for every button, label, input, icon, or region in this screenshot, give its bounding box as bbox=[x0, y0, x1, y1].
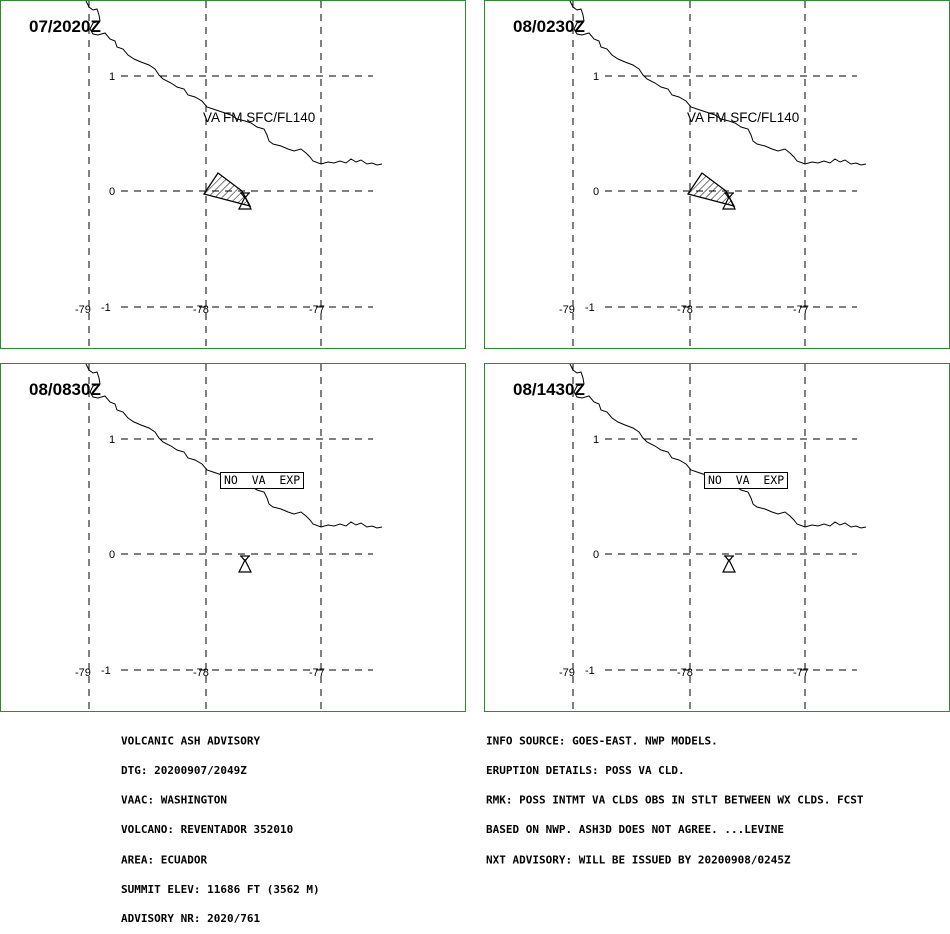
longitude-tick-label: -78 bbox=[677, 304, 693, 316]
advisory-details-right: INFO SOURCE: GOES-EAST. NWP MODELS. ERUP… bbox=[486, 717, 864, 875]
latitude-tick-label: 0 bbox=[593, 549, 599, 561]
latitude-tick-label: 1 bbox=[593, 71, 599, 83]
panel-time-label: 08/1430Z bbox=[513, 380, 585, 399]
longitude-tick-label: -77 bbox=[793, 304, 809, 316]
ash-cloud-label: VA FM SFC/FL140 bbox=[687, 110, 799, 125]
latitude-tick-label: 1 bbox=[593, 434, 599, 446]
no-va-expected-label: NO VA EXP bbox=[220, 472, 305, 489]
advisory-line: DTG: 20200907/2049Z bbox=[121, 764, 247, 777]
map-canvas: 1 0 -1 -79 -78 -77 bbox=[559, 364, 867, 711]
advisory-line: VAAC: WASHINGTON bbox=[121, 794, 227, 807]
map-canvas: 1 0 -1 -79 -78 -77 VA FM SFC/FL140 bbox=[559, 1, 867, 348]
latitude-tick-label: 0 bbox=[593, 186, 599, 198]
longitude-tick-label: -77 bbox=[309, 667, 325, 679]
volcano-symbol bbox=[238, 555, 252, 573]
coastline bbox=[569, 364, 867, 529]
advisory-header-left: VOLCANIC ASH ADVISORY DTG: 20200907/2049… bbox=[121, 717, 320, 934]
longitude-tick-label: -79 bbox=[559, 304, 575, 316]
latitude-tick-label: -1 bbox=[101, 302, 111, 314]
advisory-line: INFO SOURCE: GOES-EAST. NWP MODELS. bbox=[486, 734, 718, 748]
longitude-tick-label: -77 bbox=[309, 304, 325, 316]
advisory-line: AREA: ECUADOR bbox=[121, 853, 208, 866]
advisory-line: NXT ADVISORY: WILL BE ISSUED BY 20200908… bbox=[486, 853, 791, 866]
advisory-line: SUMMIT ELEV: 11686 FT (3562 M) bbox=[121, 883, 320, 896]
latitude-tick-label: -1 bbox=[585, 665, 595, 677]
latitude-tick-label: 0 bbox=[109, 549, 115, 561]
longitude-tick-label: -78 bbox=[193, 304, 209, 316]
longitude-tick-label: -79 bbox=[75, 304, 91, 316]
forecast-panel-3: 1 0 -1 -79 -78 -77 08/0830Z NO VA EXP bbox=[0, 363, 466, 712]
advisory-line: VOLCANO: REVENTADOR 352010 bbox=[121, 823, 294, 837]
advisory-line: VOLCANIC ASH ADVISORY bbox=[121, 734, 261, 748]
longitude-tick-label: -79 bbox=[559, 667, 575, 679]
volcanic-ash-area bbox=[686, 172, 736, 208]
forecast-panel-2: 1 0 -1 -79 -78 -77 VA FM SFC/FL140 08/0230Z bbox=[484, 0, 950, 349]
coastline bbox=[85, 1, 383, 166]
advisory-line: ADVISORY NR: 2020/761 bbox=[121, 912, 261, 926]
latitude-tick-label: 1 bbox=[109, 434, 115, 446]
forecast-panel-4: 1 0 -1 -79 -78 -77 08/1430Z NO VA EXP bbox=[484, 363, 950, 712]
longitude-tick-label: -78 bbox=[677, 667, 693, 679]
panel-time-label: 08/0830Z bbox=[29, 380, 101, 399]
forecast-panel-1: 1 0 -1 -79 -78 -77 VA FM SFC/FL140 07/2020Z bbox=[0, 0, 466, 349]
map-canvas: 1 0 -1 -79 -78 -77 bbox=[75, 364, 383, 711]
latitude-tick-label: 0 bbox=[109, 186, 115, 198]
volcanic-ash-area bbox=[202, 172, 252, 208]
longitude-tick-label: -78 bbox=[193, 667, 209, 679]
longitude-tick-label: -79 bbox=[75, 667, 91, 679]
panel-time-label: 07/2020Z bbox=[29, 17, 101, 36]
longitude-tick-label: -77 bbox=[793, 667, 809, 679]
advisory-line: BASED ON NWP. ASH3D DOES NOT AGREE. ...L… bbox=[486, 823, 785, 837]
latitude-tick-label: 1 bbox=[109, 71, 115, 83]
map-canvas: 1 0 -1 -79 -78 -77 VA FM SFC/FL140 bbox=[75, 1, 383, 348]
no-va-expected-label: NO VA EXP bbox=[704, 472, 789, 489]
ash-cloud-label: VA FM SFC/FL140 bbox=[203, 110, 315, 125]
coastline bbox=[85, 364, 383, 529]
latitude-tick-label: -1 bbox=[101, 665, 111, 677]
advisory-line: RMK: POSS INTMT VA CLDS OBS IN STLT BETW… bbox=[486, 794, 864, 807]
latitude-tick-label: -1 bbox=[585, 302, 595, 314]
panel-time-label: 08/0230Z bbox=[513, 17, 585, 36]
coastline bbox=[569, 1, 867, 166]
advisory-line: ERUPTION DETAILS: POSS VA CLD. bbox=[486, 764, 685, 777]
volcano-symbol bbox=[722, 555, 736, 573]
